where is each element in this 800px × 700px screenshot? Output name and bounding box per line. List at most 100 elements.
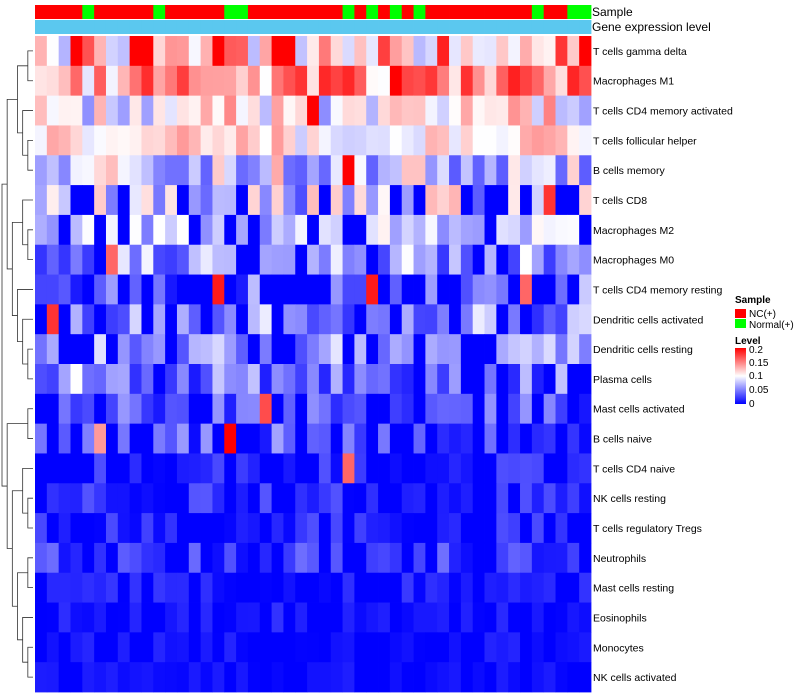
heatmap-cell <box>543 95 556 126</box>
heatmap-cell <box>460 155 474 186</box>
heatmap-cell <box>496 393 509 425</box>
sample-annotation-cell <box>449 5 462 19</box>
heatmap-cell <box>283 155 296 186</box>
heatmap-cell <box>484 36 497 67</box>
heatmap-cell <box>318 155 332 186</box>
heatmap-cell <box>141 304 154 335</box>
heatmap-cell <box>449 274 462 305</box>
dendrogram-branch <box>22 318 33 365</box>
heatmap-cell <box>508 125 521 156</box>
heatmap-cell <box>188 155 202 186</box>
heatmap-cell <box>389 632 403 663</box>
heatmap-cell <box>58 125 71 156</box>
sample-annotation-cell <box>413 5 426 19</box>
row-label: T cells regulatory Tregs <box>593 523 702 535</box>
heatmap-cell <box>543 423 556 454</box>
heatmap-cell <box>354 632 367 663</box>
heatmap-cell <box>165 453 178 484</box>
sample-annotation-cell <box>247 5 261 19</box>
heatmap-cell <box>520 364 533 395</box>
heatmap-cell <box>555 185 568 216</box>
heatmap-cell <box>484 304 497 335</box>
heatmap-cell <box>425 393 438 425</box>
heatmap-cell <box>531 334 545 365</box>
heatmap-cell <box>579 542 592 574</box>
heatmap-cell <box>378 155 391 186</box>
heatmap-cell <box>129 334 142 365</box>
heatmap-cell <box>35 453 48 484</box>
row-label: T cells CD8 <box>593 195 647 207</box>
heatmap-cell <box>117 393 131 425</box>
heatmap-cell <box>82 95 95 126</box>
heatmap-cell <box>389 244 403 275</box>
heatmap-cell <box>401 334 414 365</box>
heatmap-cell <box>117 244 131 275</box>
heatmap-cell <box>82 513 95 544</box>
heatmap-cell <box>188 393 202 425</box>
level-annotation-cell <box>366 20 379 34</box>
heatmap-cell <box>543 602 556 633</box>
heatmap-cell <box>318 214 332 246</box>
heatmap-cell <box>259 244 272 275</box>
heatmap-cell <box>496 364 509 395</box>
sample-annotation-cell <box>188 5 202 19</box>
heatmap-cell <box>105 36 119 67</box>
sample-annotation-cell <box>508 5 521 19</box>
heatmap-cell <box>460 65 474 97</box>
heatmap-cell <box>283 513 296 544</box>
heatmap-cell <box>508 542 521 574</box>
heatmap-cell <box>508 572 521 603</box>
heatmap-cell <box>271 632 284 663</box>
heatmap-cell <box>366 125 379 156</box>
heatmap-cell <box>224 65 237 97</box>
heatmap-cell <box>330 65 343 97</box>
sample-annotation-cell <box>401 5 414 19</box>
sample-annotation-cell <box>496 5 509 19</box>
heatmap-cell <box>82 602 95 633</box>
heatmap-cell <box>378 65 391 97</box>
heatmap-cell <box>129 214 142 246</box>
heatmap-cell <box>105 185 119 216</box>
heatmap-cell <box>153 304 166 335</box>
heatmap-cell <box>460 632 474 663</box>
heatmap-cell <box>567 65 580 97</box>
heatmap-cell <box>295 36 308 67</box>
heatmap-cell <box>82 36 95 67</box>
heatmap-cell <box>460 274 474 305</box>
heatmap-cell <box>437 274 450 305</box>
heatmap-cell <box>555 155 568 186</box>
heatmap-cell <box>117 602 131 633</box>
heatmap-cell <box>330 95 343 126</box>
dendrogram-branch <box>22 467 33 514</box>
heatmap-cell <box>460 95 474 126</box>
heatmap-cell <box>259 36 272 67</box>
heatmap-cell <box>259 572 272 603</box>
heatmap-cell <box>318 364 332 395</box>
heatmap-cell <box>94 542 107 574</box>
heatmap-cell <box>531 274 545 305</box>
heatmap-cell <box>117 334 131 365</box>
heatmap-cell <box>579 632 592 663</box>
heatmap-cell <box>449 602 462 633</box>
heatmap-cell <box>543 214 556 246</box>
heatmap-cell <box>460 423 474 454</box>
heatmap-cell <box>555 423 568 454</box>
heatmap-cell <box>153 513 166 544</box>
heatmap-cell <box>271 423 284 454</box>
heatmap-cell <box>117 483 131 514</box>
heatmap-cell <box>117 453 131 484</box>
heatmap-cell <box>354 662 367 693</box>
level-annotation-cell <box>224 20 237 34</box>
heatmap-cell <box>567 393 580 425</box>
heatmap-cell <box>200 65 213 97</box>
heatmap-cell <box>543 244 556 275</box>
heatmap-cell <box>425 274 438 305</box>
heatmap-cell <box>460 572 474 603</box>
heatmap-cell <box>342 632 355 663</box>
heatmap-cell <box>82 423 95 454</box>
heatmap-cell <box>449 572 462 603</box>
heatmap-cell <box>401 274 414 305</box>
heatmap-cell <box>342 155 355 186</box>
heatmap-cell <box>188 602 202 633</box>
heatmap-cell <box>567 602 580 633</box>
